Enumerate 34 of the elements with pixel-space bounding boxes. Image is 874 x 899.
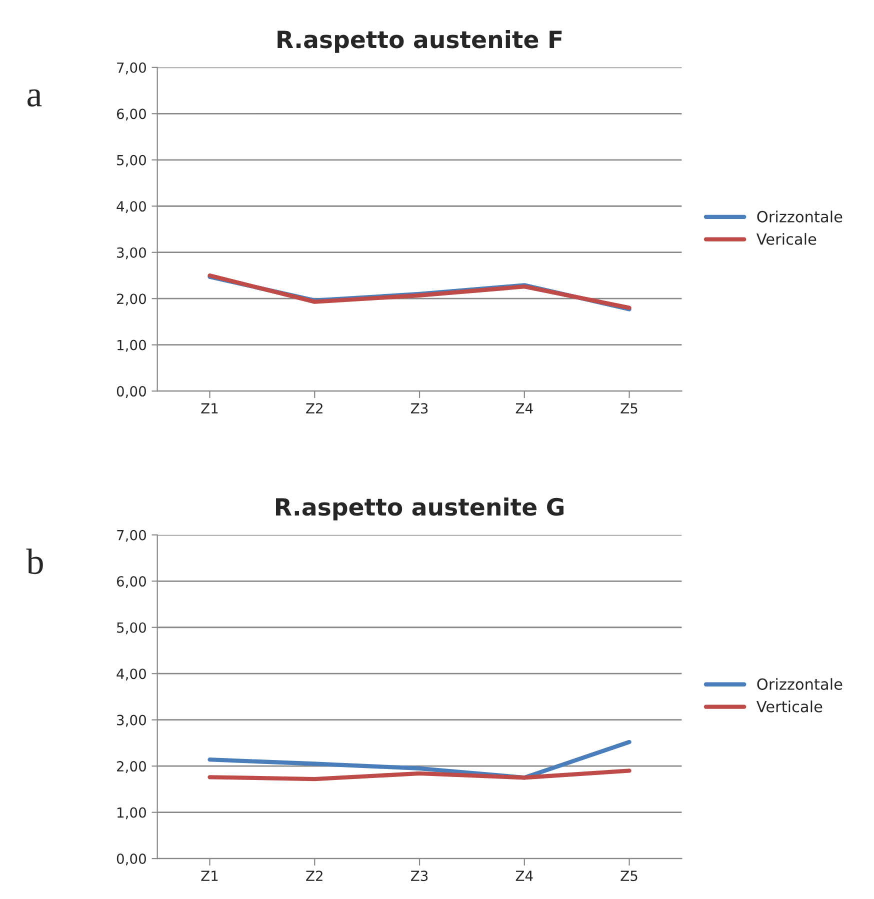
text: a bbox=[27, 89, 42, 107]
y-tick-label: 2,00 bbox=[116, 294, 146, 306]
y-tick-label: 7,00 bbox=[117, 62, 146, 74]
y-tick-label: 7,00 bbox=[117, 530, 146, 542]
y-tick-label: 5,00 bbox=[117, 622, 146, 634]
y-tick-label: 3,00 bbox=[117, 247, 146, 260]
x-tick-label: Z5 bbox=[620, 870, 638, 882]
y-tick-label: 4,00 bbox=[116, 668, 146, 680]
x-tick-label: Z5 bbox=[620, 403, 638, 414]
y-tick-label: 0,00 bbox=[116, 854, 146, 866]
x-tick-label: Z3 bbox=[410, 403, 428, 414]
legend-label: Orizzontale bbox=[757, 678, 842, 690]
legend-label: Verticale bbox=[756, 700, 822, 712]
y-tick-label: 4,00 bbox=[116, 201, 146, 214]
y-tick-label: 3,00 bbox=[117, 714, 146, 727]
x-tick-label: Z1 bbox=[201, 403, 218, 414]
x-tick-label: Z4 bbox=[516, 403, 533, 414]
text: b bbox=[26, 548, 43, 574]
y-tick-label: 6,00 bbox=[116, 108, 146, 121]
legend-label: Vericale bbox=[756, 233, 816, 245]
x-tick-label: Z3 bbox=[410, 870, 428, 882]
y-tick-label: 1,00 bbox=[118, 807, 146, 820]
x-tick-label: Z1 bbox=[201, 870, 218, 881]
y-tick-label: 5,00 bbox=[117, 154, 146, 167]
y-tick-label: 2,00 bbox=[116, 761, 146, 773]
legend-label: Orizzontale bbox=[757, 210, 842, 222]
x-tick-label: Z2 bbox=[306, 870, 322, 881]
y-tick-label: 1,00 bbox=[118, 340, 146, 352]
chart-title: R.aspetto austenite F bbox=[278, 30, 562, 53]
x-tick-label: Z4 bbox=[516, 870, 533, 881]
chart-title: R.aspetto austenite G bbox=[276, 498, 564, 520]
x-tick-label: Z2 bbox=[306, 403, 322, 414]
y-tick-label: 0,00 bbox=[116, 386, 146, 398]
y-tick-label: 6,00 bbox=[116, 576, 146, 588]
